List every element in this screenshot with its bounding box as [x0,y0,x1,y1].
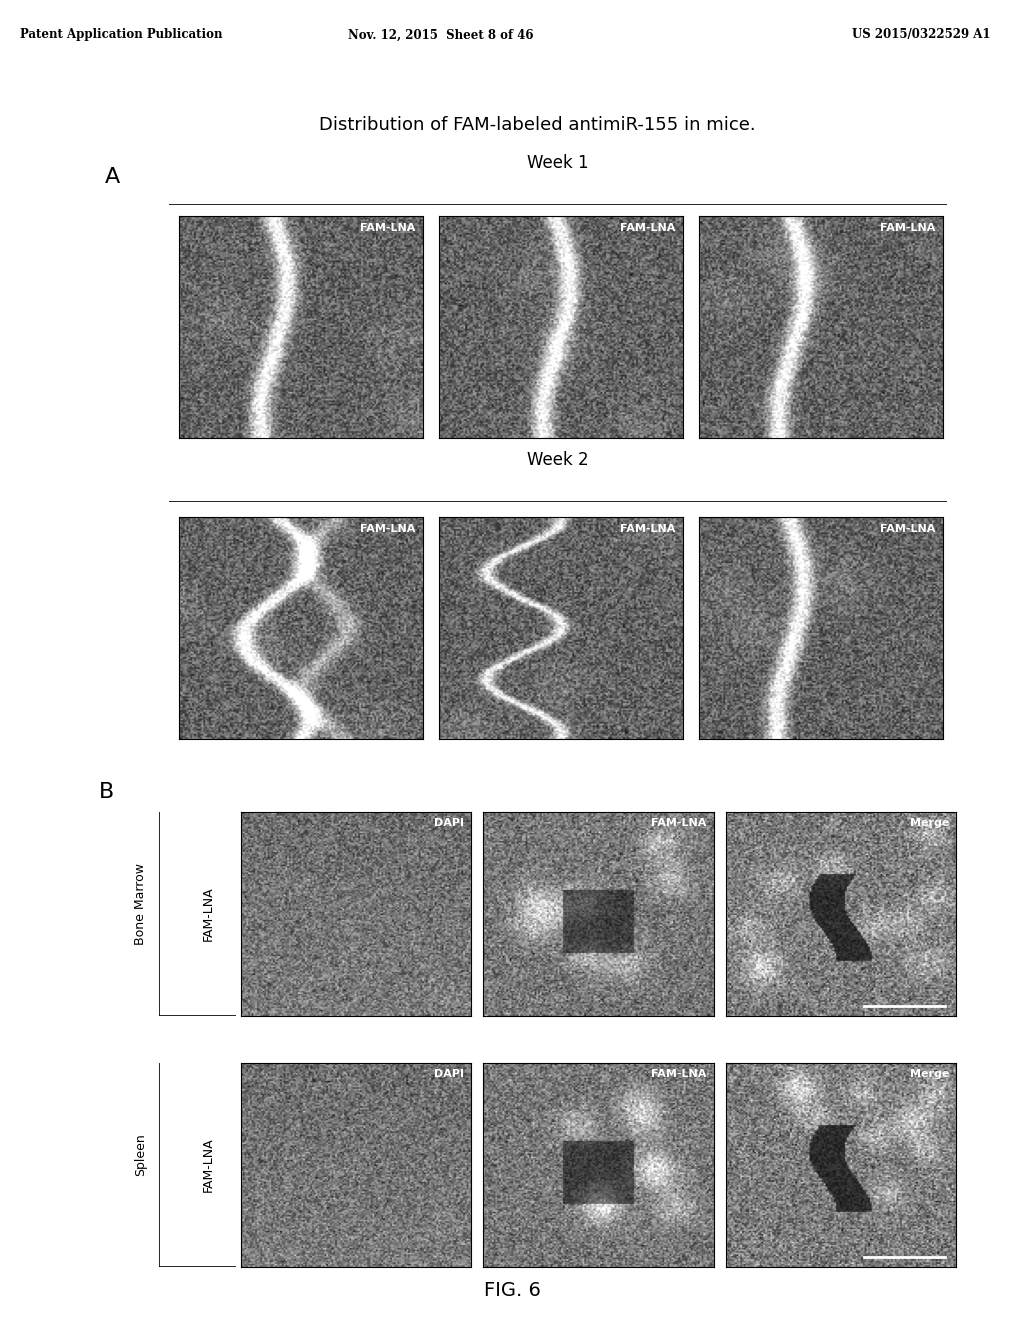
Text: FAM-LNA: FAM-LNA [881,223,936,234]
Text: Week 1: Week 1 [527,154,589,173]
Text: FAM-LNA: FAM-LNA [202,887,215,941]
Text: US 2015/0322529 A1: US 2015/0322529 A1 [852,29,991,41]
Text: FAM-LNA: FAM-LNA [621,223,676,234]
Text: FAM-LNA: FAM-LNA [881,524,936,535]
Text: Distribution of FAM-labeled antimiR-155 in mice.: Distribution of FAM-labeled antimiR-155 … [319,116,756,135]
Text: FAM-LNA: FAM-LNA [651,818,707,828]
Text: DAPI: DAPI [434,818,464,828]
Text: B: B [99,781,114,801]
Text: Week 2: Week 2 [527,451,589,470]
Text: DAPI: DAPI [434,1069,464,1078]
Text: Merge: Merge [910,1069,949,1078]
Text: FAM-LNA: FAM-LNA [360,524,416,535]
Text: Patent Application Publication: Patent Application Publication [20,29,223,41]
Text: Spleen: Spleen [134,1134,146,1176]
Text: Merge: Merge [910,818,949,828]
Text: FAM-LNA: FAM-LNA [360,223,416,234]
Text: Bone Marrow: Bone Marrow [134,863,146,945]
Text: FAM-LNA: FAM-LNA [651,1069,707,1078]
Text: FAM-LNA: FAM-LNA [621,524,676,535]
Text: A: A [105,168,120,187]
Text: Nov. 12, 2015  Sheet 8 of 46: Nov. 12, 2015 Sheet 8 of 46 [347,29,534,41]
Text: FAM-LNA: FAM-LNA [202,1138,215,1192]
Text: FIG. 6: FIG. 6 [483,1280,541,1300]
